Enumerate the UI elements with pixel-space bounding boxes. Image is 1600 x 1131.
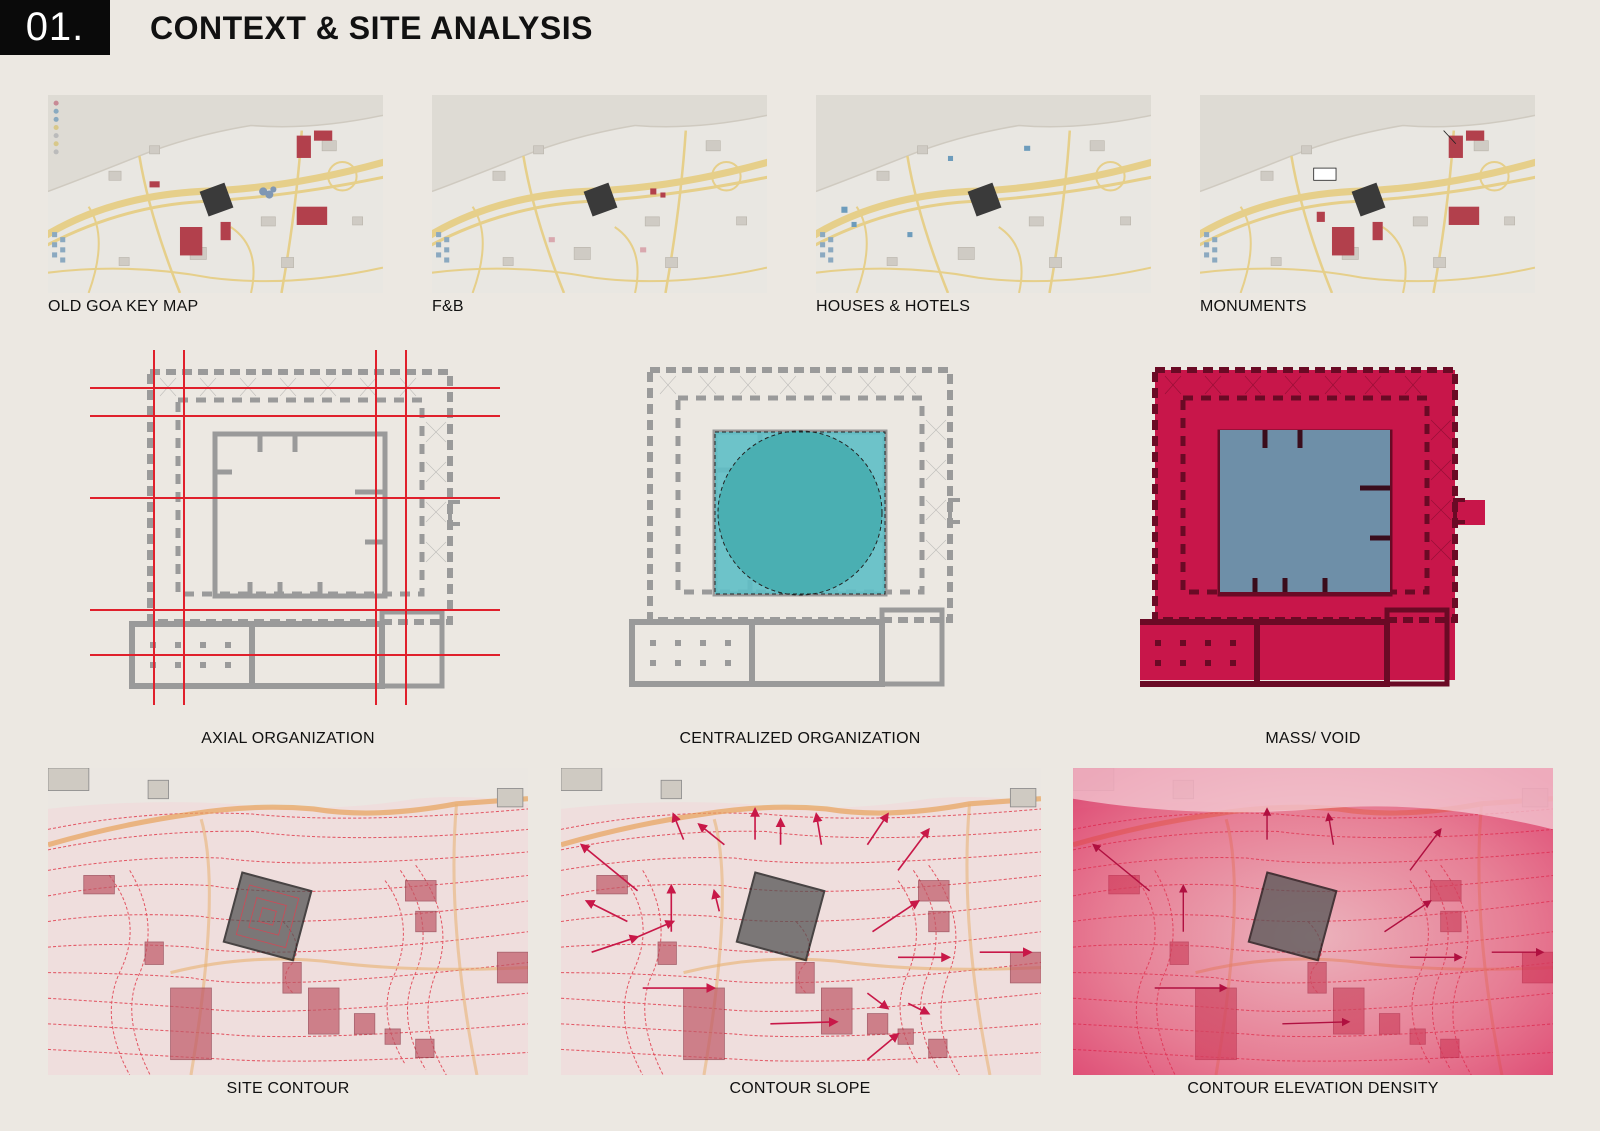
- context-map-caption: HOUSES & HOTELS: [816, 298, 971, 315]
- sheet-number-badge: 01.: [0, 0, 110, 55]
- organization-diagram-caption: MASS/ VOID: [1265, 730, 1361, 747]
- organization-diagram-caption: CENTRALIZED ORGANIZATION: [679, 730, 921, 747]
- context-map-old-goa-key-map: [48, 95, 383, 293]
- contour-map-caption: CONTOUR SLOPE: [729, 1080, 871, 1097]
- centralized-organization-diagram: [610, 352, 1000, 702]
- axial-organization-diagram: [90, 350, 500, 705]
- context-map-food-and-beverage: [432, 95, 767, 293]
- sheet-title: CONTEXT & SITE ANALYSIS: [150, 10, 593, 46]
- site-contour-map: [48, 768, 528, 1075]
- context-map-caption: F&B: [432, 298, 464, 315]
- mass-void-diagram: [1140, 360, 1495, 695]
- contour-map-caption: CONTOUR ELEVATION DENSITY: [1187, 1080, 1439, 1097]
- contour-elevation-density-map: [1073, 768, 1553, 1075]
- organization-diagram-caption: AXIAL ORGANIZATION: [201, 730, 375, 747]
- contour-map-caption: SITE CONTOUR: [226, 1080, 350, 1097]
- context-map-monuments: [1200, 95, 1535, 293]
- context-map-caption: MONUMENTS: [1200, 298, 1307, 315]
- context-map-caption: OLD GOA KEY MAP: [48, 298, 199, 315]
- contour-slope-map: [561, 768, 1041, 1075]
- context-map-houses-and-hotels: [816, 95, 1151, 293]
